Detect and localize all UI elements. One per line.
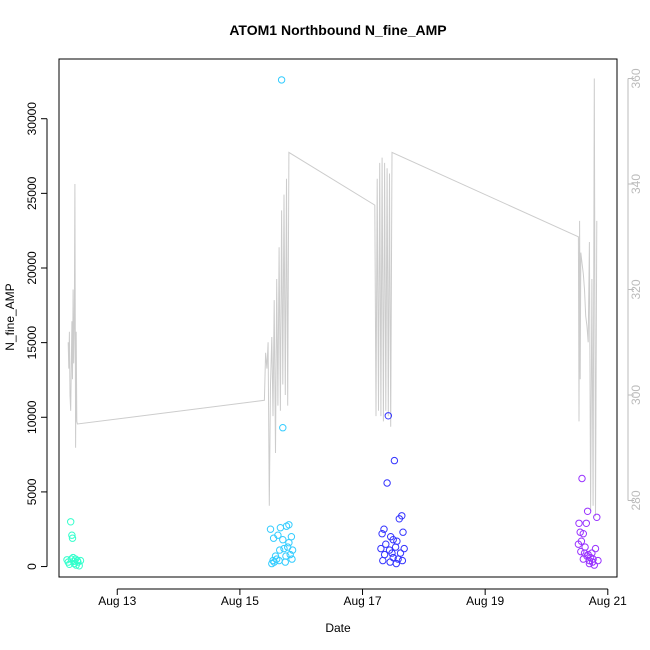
data-point bbox=[398, 556, 407, 565]
data-point bbox=[68, 531, 76, 539]
data-point bbox=[389, 536, 397, 544]
data-point bbox=[577, 537, 586, 545]
data-point bbox=[384, 412, 392, 420]
data-point bbox=[274, 531, 282, 539]
data-point bbox=[583, 507, 592, 515]
data-point bbox=[591, 544, 600, 553]
data-point bbox=[399, 528, 407, 536]
data-point bbox=[578, 474, 586, 483]
data-point bbox=[579, 530, 587, 538]
data-point bbox=[280, 544, 288, 553]
y2-tick-label: 320 bbox=[629, 279, 643, 299]
data-point bbox=[396, 549, 405, 557]
data-point bbox=[67, 518, 75, 526]
y2-tick-label: 340 bbox=[629, 174, 643, 194]
data-point bbox=[393, 537, 401, 545]
x-axis-label: Date bbox=[325, 621, 351, 635]
data-point bbox=[593, 513, 601, 521]
data-point bbox=[575, 519, 583, 527]
axes-layer: 0 5000 10000 15000 20000 25000 30000 Aug 13 Aug … bbox=[25, 68, 643, 608]
data-point bbox=[582, 519, 590, 527]
y-tick-label: 30000 bbox=[25, 102, 39, 136]
data-point bbox=[285, 521, 293, 529]
data-point bbox=[388, 549, 396, 557]
y2-tick-label: 300 bbox=[629, 385, 643, 405]
data-point bbox=[400, 544, 408, 553]
data-point bbox=[277, 76, 286, 84]
data-point bbox=[279, 424, 287, 432]
y-tick-label: 10000 bbox=[25, 400, 39, 434]
x-tick-label: Aug 15 bbox=[221, 594, 259, 608]
data-point bbox=[389, 553, 397, 562]
data-point bbox=[378, 530, 386, 538]
data-point bbox=[581, 543, 589, 551]
data-point bbox=[287, 533, 296, 541]
data-point bbox=[382, 540, 390, 548]
data-point bbox=[286, 550, 294, 559]
data-point bbox=[266, 525, 275, 533]
data-point bbox=[285, 539, 293, 547]
data-point bbox=[288, 546, 297, 554]
x-tick-label: Aug 21 bbox=[589, 594, 627, 608]
data-point bbox=[76, 556, 85, 565]
data-point bbox=[390, 456, 399, 465]
y-tick-label: 0 bbox=[25, 563, 39, 570]
data-point bbox=[288, 555, 296, 563]
data-point bbox=[282, 552, 290, 560]
x-tick-label: Aug 13 bbox=[98, 594, 136, 608]
x-tick-label: Aug 19 bbox=[466, 594, 504, 608]
data-point bbox=[398, 512, 406, 520]
data-point bbox=[380, 550, 389, 559]
x-tick-label: Aug 17 bbox=[344, 594, 382, 608]
plot-frame bbox=[58, 58, 618, 578]
data-point bbox=[380, 525, 388, 533]
y-tick-label: 5000 bbox=[25, 478, 39, 505]
series-line bbox=[67, 78, 598, 517]
data-point bbox=[594, 556, 602, 565]
y-tick-label: 25000 bbox=[25, 176, 39, 210]
data-point bbox=[383, 479, 391, 487]
data-point bbox=[279, 536, 287, 544]
data-point bbox=[68, 534, 77, 542]
points-layer bbox=[63, 76, 602, 570]
y-tick-label: 15000 bbox=[25, 326, 39, 360]
data-point bbox=[577, 547, 585, 556]
line-layer bbox=[67, 78, 598, 517]
y2-tick-label: 360 bbox=[629, 68, 643, 88]
y-axis-label: N_fine_AMP bbox=[3, 283, 17, 350]
y2-tick-label: 280 bbox=[629, 490, 643, 510]
y-tick-label: 20000 bbox=[25, 251, 39, 285]
data-point bbox=[377, 544, 385, 553]
data-point bbox=[590, 561, 598, 569]
data-point bbox=[276, 546, 284, 554]
data-point bbox=[75, 562, 83, 570]
data-point bbox=[392, 559, 400, 568]
chart-title: ATOM1 Northbound N_fine_AMP bbox=[229, 22, 446, 38]
